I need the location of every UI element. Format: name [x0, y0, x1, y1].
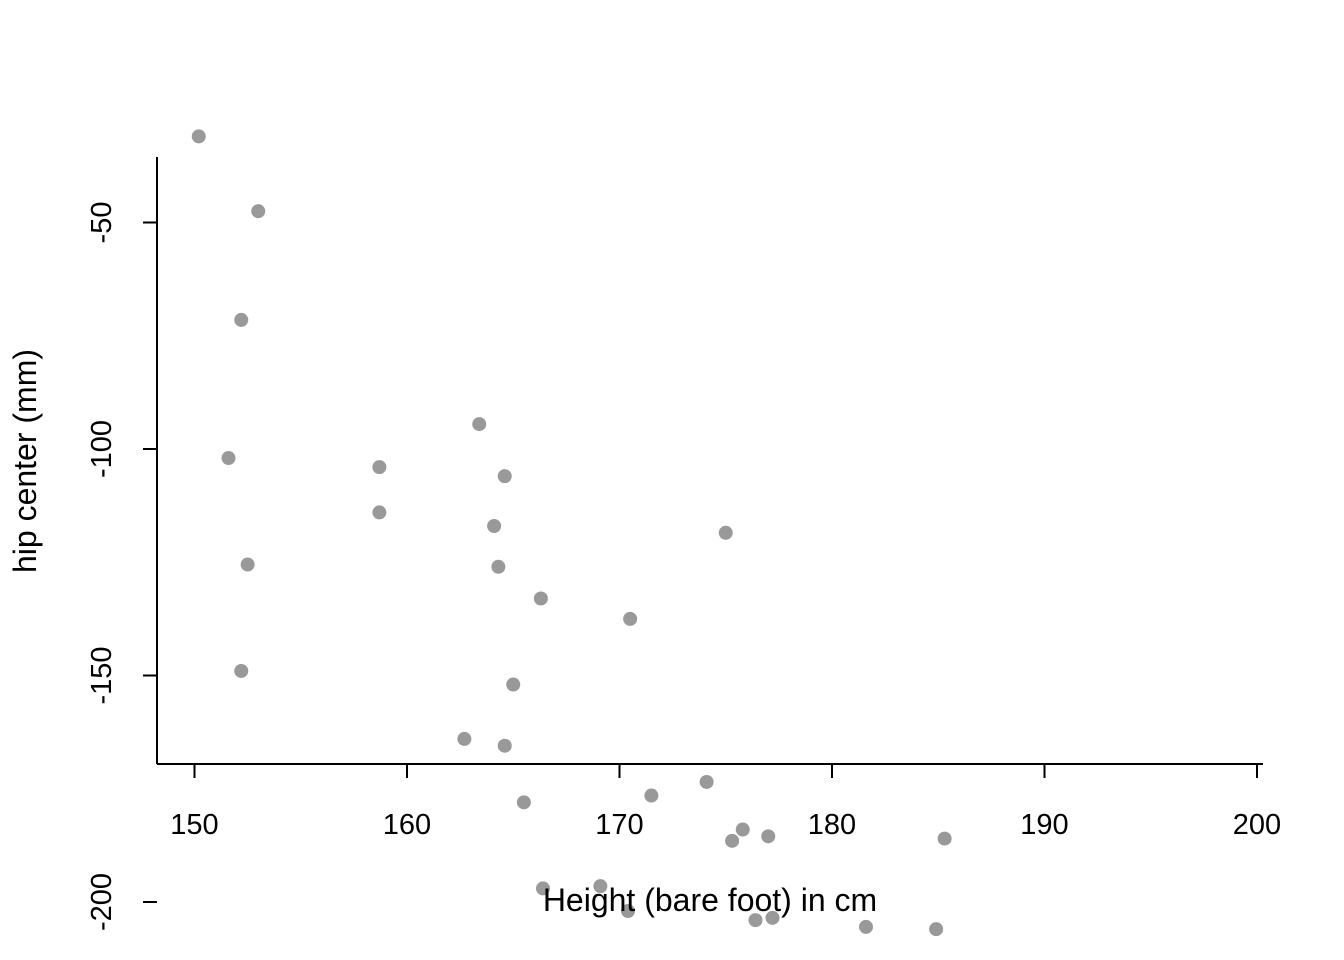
- data-point: [472, 417, 487, 432]
- data-point: [859, 919, 873, 934]
- data-point: [497, 469, 512, 484]
- y-tick-label: -200: [86, 873, 118, 931]
- x-tick-label: 160: [383, 809, 431, 841]
- data-point: [487, 519, 502, 534]
- data-point: [765, 910, 780, 925]
- data-point: [699, 774, 714, 789]
- x-tick-label: 180: [808, 809, 856, 841]
- x-tick-label: 170: [595, 809, 643, 841]
- data-point: [457, 731, 472, 746]
- y-tick-label: -50: [86, 202, 118, 244]
- x-axis: 150 160 170 180 190 200: [157, 763, 1281, 841]
- data-point: [644, 788, 659, 803]
- x-tick-label: 200: [1233, 809, 1281, 841]
- x-axis-title: Height (bare foot) in cm: [543, 882, 877, 918]
- data-point: [718, 525, 733, 540]
- data-point: [593, 879, 608, 894]
- data-point: [372, 505, 387, 520]
- data-point: [748, 913, 763, 928]
- data-point: [251, 204, 266, 219]
- y-tick-label: -150: [86, 646, 118, 704]
- data-point: [623, 611, 638, 626]
- data-point: [191, 129, 206, 144]
- data-point: [621, 904, 635, 919]
- data-point: [234, 312, 249, 327]
- data-point: [234, 663, 249, 678]
- y-axis-title: hip center (mm): [7, 349, 43, 573]
- y-tick-label: -100: [86, 420, 118, 478]
- data-point: [240, 557, 255, 572]
- data-point: [506, 677, 521, 692]
- x-tick-label: 150: [170, 809, 218, 841]
- data-point: [372, 460, 387, 475]
- data-point: [536, 881, 550, 896]
- data-points: [191, 129, 952, 937]
- data-point: [735, 822, 750, 837]
- y-axis: -50-100-150-200-250: [86, 157, 158, 931]
- data-point: [725, 833, 740, 848]
- data-point: [221, 451, 236, 466]
- data-point: [761, 829, 776, 844]
- x-tick-label: 190: [1020, 809, 1068, 841]
- data-point: [516, 795, 531, 810]
- data-point: [497, 738, 512, 753]
- data-point: [491, 559, 506, 574]
- data-point: [533, 591, 548, 606]
- data-point: [929, 922, 944, 937]
- data-point: [937, 831, 952, 846]
